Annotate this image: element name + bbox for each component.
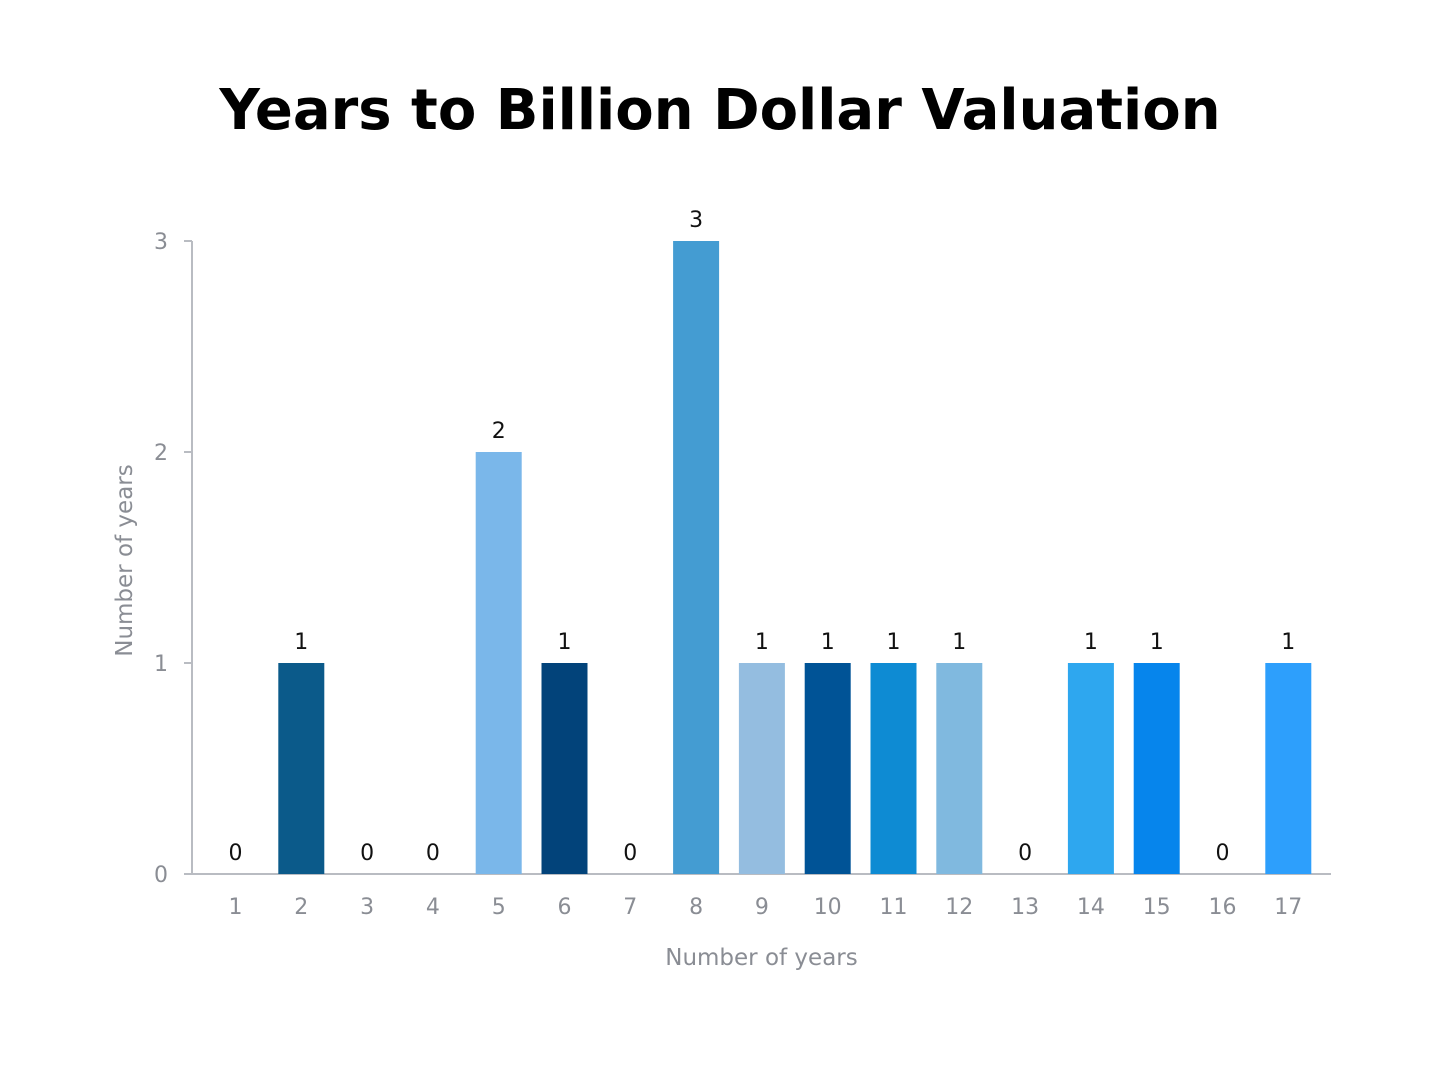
y-tick-label: 1	[154, 652, 168, 677]
data-label-13: 0	[1018, 841, 1032, 866]
x-tick-labels: 1 2 3 4 5 6 7 8 9 10 11 12 13 14 15 16 17	[229, 895, 1303, 920]
chart-title: Years to Billion Dollar Valuation	[219, 78, 1221, 143]
data-label-7: 0	[623, 841, 637, 866]
x-tick-label-6: 6	[558, 895, 572, 920]
x-tick-label-3: 3	[360, 895, 374, 920]
x-tick-label-11: 11	[880, 895, 908, 920]
y-axis	[184, 240, 193, 875]
bar-10	[804, 663, 851, 874]
x-tick-label-12: 12	[945, 895, 973, 920]
x-tick-label-1: 1	[229, 895, 243, 920]
bar-2	[278, 663, 325, 874]
bar-12	[936, 663, 983, 874]
bar-9	[738, 663, 785, 874]
x-tick-label-5: 5	[492, 895, 506, 920]
data-label-9: 1	[755, 630, 769, 655]
data-label-1: 0	[229, 841, 243, 866]
bar-6	[541, 663, 588, 874]
data-label-4: 0	[426, 841, 440, 866]
bar-5	[475, 452, 522, 874]
x-tick-label-8: 8	[689, 895, 703, 920]
data-label-11: 1	[887, 630, 901, 655]
x-axis-title: Number of years	[665, 945, 857, 971]
bar-11	[870, 663, 917, 874]
data-labels: 0 1 0 0 2 1 0 3 1 1 1 1 0 1 1 0 1	[229, 208, 1296, 866]
x-tick-label-7: 7	[623, 895, 637, 920]
x-tick-label-13: 13	[1011, 895, 1039, 920]
data-label-6: 1	[558, 630, 572, 655]
bar-17	[1265, 663, 1312, 874]
x-tick-label-16: 16	[1209, 895, 1237, 920]
x-tick-label-17: 17	[1274, 895, 1302, 920]
data-label-15: 1	[1150, 630, 1164, 655]
bar-8	[673, 241, 720, 874]
x-tick-label-4: 4	[426, 895, 440, 920]
bars	[278, 241, 1312, 874]
data-label-10: 1	[821, 630, 835, 655]
x-tick-label-9: 9	[755, 895, 769, 920]
data-label-2: 1	[294, 630, 308, 655]
x-tick-label-14: 14	[1077, 895, 1105, 920]
x-tick-label-2: 2	[294, 895, 308, 920]
x-tick-label-10: 10	[814, 895, 842, 920]
data-label-17: 1	[1281, 630, 1295, 655]
bar-14	[1067, 663, 1114, 874]
data-label-16: 0	[1216, 841, 1230, 866]
data-label-8: 3	[689, 208, 703, 233]
bar-15	[1133, 663, 1180, 874]
data-label-3: 0	[360, 841, 374, 866]
y-tick-labels: 0 1 2 3	[154, 230, 168, 888]
data-label-12: 1	[952, 630, 966, 655]
data-label-5: 2	[492, 419, 506, 444]
y-tick-label: 2	[154, 441, 168, 466]
y-tick-label: 0	[154, 863, 168, 888]
y-tick-label: 3	[154, 230, 168, 255]
data-label-14: 1	[1084, 630, 1098, 655]
x-tick-label-15: 15	[1143, 895, 1171, 920]
y-axis-title: Number of years	[112, 464, 138, 656]
